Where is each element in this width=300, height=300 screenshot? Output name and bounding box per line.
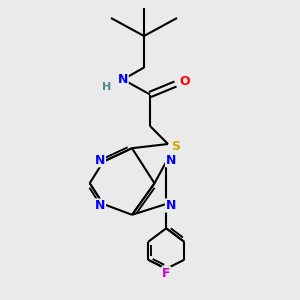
Text: S: S xyxy=(171,140,180,154)
Text: N: N xyxy=(166,154,176,167)
Text: N: N xyxy=(95,199,105,212)
Text: F: F xyxy=(162,267,170,280)
Text: O: O xyxy=(179,75,190,88)
Text: N: N xyxy=(95,154,105,167)
Text: H: H xyxy=(102,82,111,92)
Text: N: N xyxy=(118,73,128,86)
Text: N: N xyxy=(166,199,176,212)
